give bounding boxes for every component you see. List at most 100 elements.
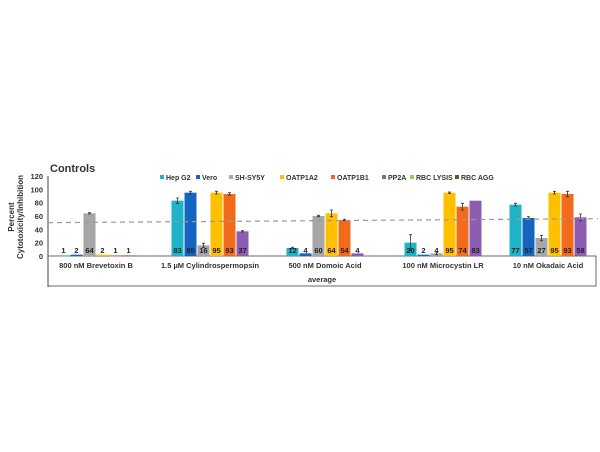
error-bar [435, 251, 438, 256]
data-label: 2 [74, 246, 78, 255]
bar [548, 192, 561, 256]
data-label: 54 [340, 246, 349, 255]
bar [561, 194, 574, 256]
bar [522, 218, 535, 256]
data-label: 1 [113, 246, 117, 255]
data-label: 58 [576, 246, 584, 255]
data-label: 95 [186, 246, 194, 255]
category-label: 100 nM Microcystin LR [402, 261, 484, 270]
data-label: 95 [445, 246, 453, 255]
bar [325, 213, 338, 256]
data-label: 93 [225, 246, 233, 255]
y-tick-label: 60 [35, 212, 43, 221]
y-tick-label: 80 [35, 199, 43, 208]
error-bar [409, 234, 412, 252]
bar [417, 254, 430, 256]
y-tick-label: 40 [35, 225, 43, 234]
bar [109, 255, 122, 257]
bar [469, 200, 482, 256]
category-label: 800 nM Brevetoxin B [59, 261, 133, 270]
bar [312, 216, 325, 256]
legend-swatch [160, 175, 164, 179]
data-label: 60 [314, 246, 322, 255]
legend-swatch [455, 175, 459, 179]
legend-swatch [410, 175, 414, 179]
bar [286, 248, 299, 256]
legend-label: OATP1A2 [286, 175, 318, 182]
bar [236, 231, 249, 256]
error-bar [241, 230, 244, 233]
data-label: 16 [199, 246, 207, 255]
error-bar [202, 242, 205, 248]
bar [456, 206, 469, 256]
bar [122, 255, 135, 257]
bar [83, 213, 96, 256]
legend-item: RBC LYSIS [410, 175, 453, 182]
data-label: 93 [563, 246, 571, 255]
bar [171, 200, 184, 256]
data-label: 74 [458, 246, 467, 255]
legend-label: Hep G2 [166, 175, 191, 182]
legend-label: PP2A [388, 175, 406, 182]
error-bar [228, 192, 231, 196]
legend-label: OATP1B1 [337, 175, 369, 182]
legend-swatch [280, 175, 284, 179]
bar [574, 217, 587, 256]
bar [338, 220, 351, 256]
y-tick-label: 120 [30, 172, 43, 181]
y-axis-label-line-2: Cytotoxicity/Inhibition [16, 175, 25, 259]
error-bar [448, 191, 451, 194]
bar [70, 254, 83, 256]
bar [57, 255, 70, 257]
data-label: 64 [327, 246, 336, 255]
bar [184, 192, 197, 256]
chart-title: Controls [50, 163, 95, 175]
threshold-line [47, 218, 599, 224]
error-bar [330, 209, 333, 218]
data-label: 64 [85, 246, 94, 255]
data-label: 37 [238, 246, 246, 255]
legend-item: Vero [196, 175, 217, 182]
data-label: 57 [524, 246, 532, 255]
error-bar [461, 202, 464, 211]
legend-item: Hep G2 [160, 175, 191, 182]
data-label: 2 [421, 246, 425, 255]
legend-item: SH-SY5Y [229, 175, 265, 182]
data-label: 77 [511, 246, 519, 255]
legend-item: OATP1B1 [331, 175, 369, 182]
legend-label: SH-SY5Y [235, 175, 265, 182]
bar [535, 238, 548, 256]
error-bar [291, 246, 294, 250]
y-tick-label: 20 [35, 239, 43, 248]
error-bar [579, 213, 582, 222]
legend-swatch [331, 175, 335, 179]
error-bar [189, 190, 192, 195]
error-bar [317, 214, 320, 218]
bar [299, 253, 312, 256]
bar [509, 204, 522, 256]
y-tick-label: 100 [30, 185, 43, 194]
data-label: 2 [100, 246, 104, 255]
legend-label: RBC LYSIS [416, 175, 453, 182]
legend-label: RBC AGG [461, 175, 494, 182]
data-label: 95 [550, 246, 558, 255]
error-bar [540, 234, 543, 242]
error-bar [553, 190, 556, 195]
error-bar [215, 190, 218, 195]
legend-swatch [382, 175, 386, 179]
data-label: 27 [537, 246, 545, 255]
error-bar [176, 197, 179, 204]
data-label: 4 [434, 246, 439, 255]
data-label: 4 [303, 246, 308, 255]
legend-item: OATP1A2 [280, 175, 318, 182]
bar [210, 192, 223, 256]
data-label: 1 [61, 246, 65, 255]
bar [96, 254, 109, 256]
error-bar [514, 202, 517, 207]
legend-label: Vero [202, 175, 217, 182]
x-axis-label: average [308, 275, 336, 284]
category-label: 10 nM Okadaic Acid [513, 261, 584, 270]
data-label: 20 [406, 246, 414, 255]
bar [223, 194, 236, 256]
